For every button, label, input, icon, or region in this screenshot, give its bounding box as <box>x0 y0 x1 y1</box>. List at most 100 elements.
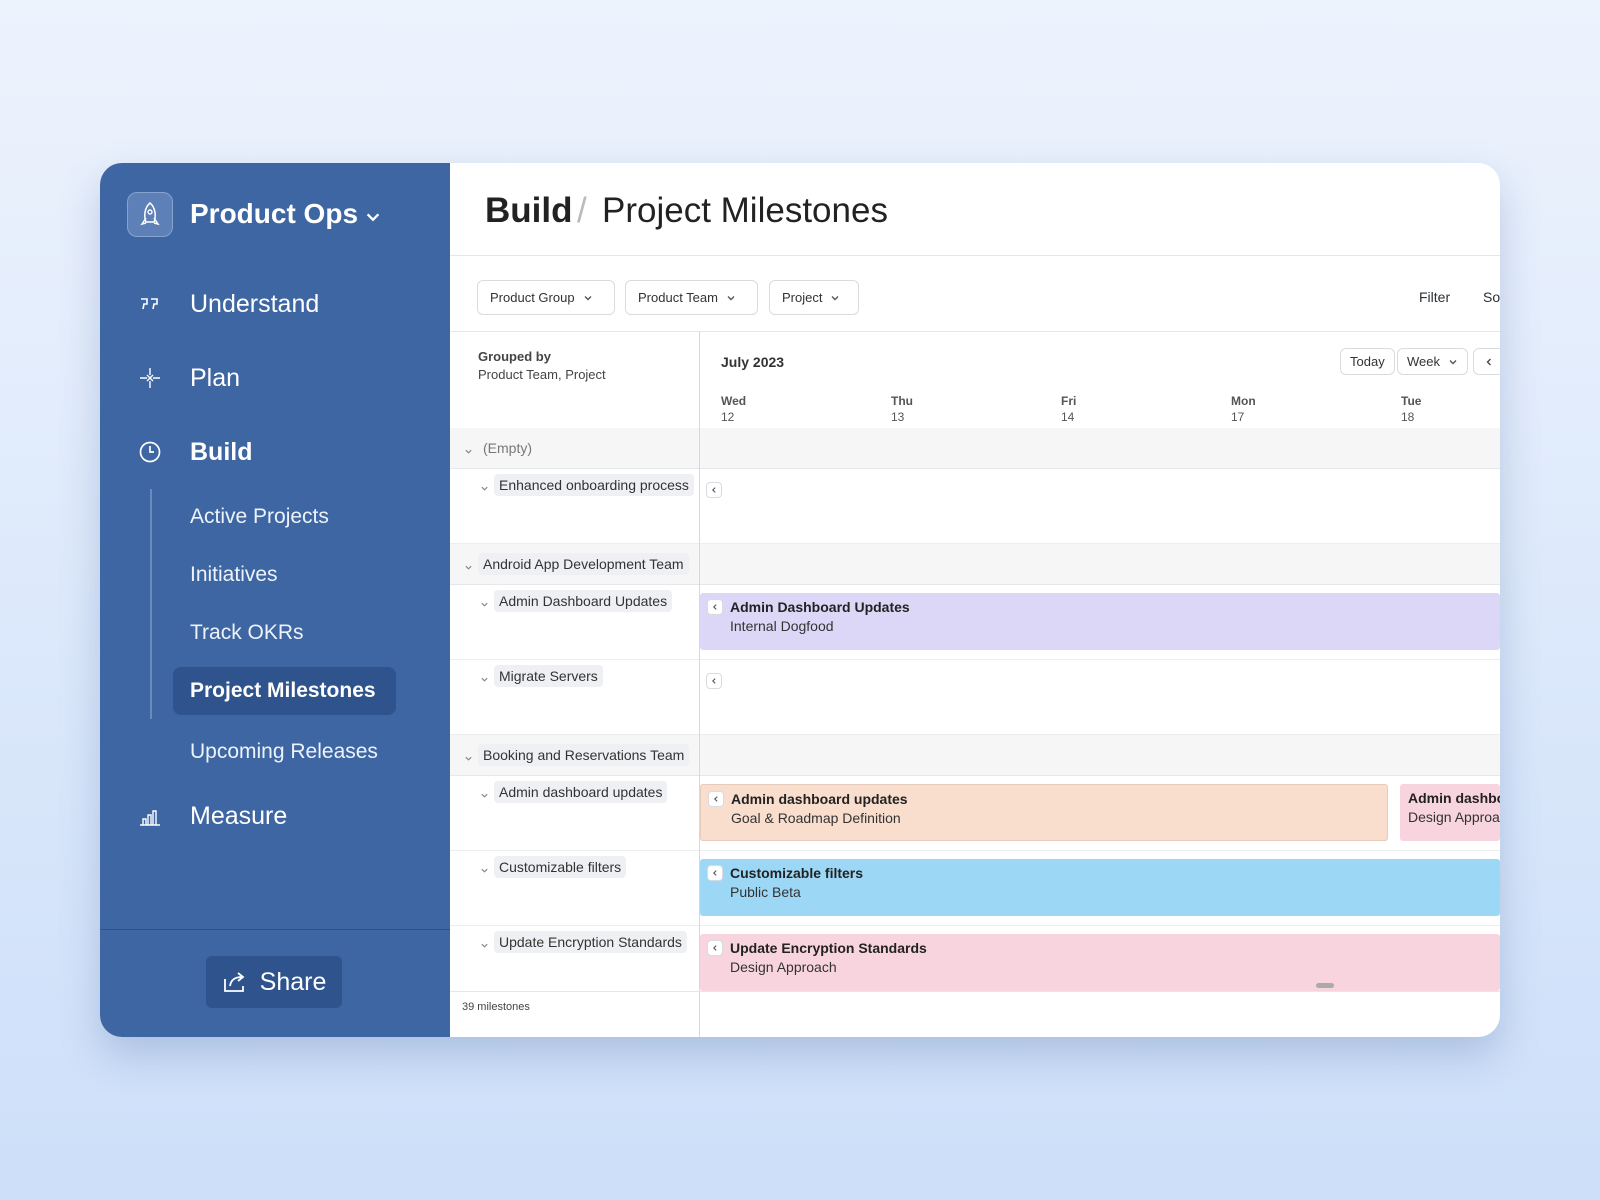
filter-dropdown[interactable]: Product Group <box>477 280 615 315</box>
milestone-title: Admin Dashboard Updates <box>730 599 910 615</box>
day-number: 18 <box>1401 410 1415 424</box>
scroll-handle <box>1316 983 1334 988</box>
nav-icon <box>137 365 163 391</box>
row <box>450 851 1500 926</box>
nav-icon <box>137 803 163 829</box>
row-name[interactable]: Enhanced onboarding process <box>494 474 694 496</box>
share-button[interactable]: Share <box>206 956 342 1008</box>
month-label: July 2023 <box>721 354 785 370</box>
timeline-body: (Empty) Enhanced onboarding process Androi… <box>450 428 1500 991</box>
day-weekday: Thu <box>891 394 913 408</box>
row-toggle[interactable] <box>480 862 489 873</box>
today-button[interactable]: Today <box>1340 348 1395 375</box>
footer-divider <box>450 991 1500 992</box>
nav-item[interactable]: Build <box>190 438 253 466</box>
day-number: 12 <box>721 410 735 424</box>
nav-icon <box>137 439 163 465</box>
main-panel: Build / Project Milestones Product Group Pro… <box>450 163 1500 1037</box>
breadcrumb-section[interactable]: Build <box>485 191 573 230</box>
nav-icon <box>137 291 163 317</box>
milestone-stage: Internal Dogfood <box>730 618 834 634</box>
filter-label: Product Team <box>638 290 718 305</box>
milestone-title: Admin dashboard updates <box>731 791 908 807</box>
day-number: 14 <box>1061 410 1075 424</box>
filter-label: Project <box>782 290 823 305</box>
row-name[interactable]: Customizable filters <box>494 856 627 878</box>
row-back-button[interactable] <box>706 482 722 498</box>
day-weekday: Tue <box>1401 394 1422 408</box>
row <box>450 585 1500 660</box>
milestone-bar[interactable]: Customizable filters Public Beta <box>700 859 1500 916</box>
milestone-bar[interactable]: Update Encryption Standards Design Approa… <box>700 934 1500 991</box>
row <box>450 469 1500 544</box>
left-pane-divider <box>699 331 700 1037</box>
row-toggle[interactable] <box>480 671 489 682</box>
milestone-bar[interactable]: Admin dashboard updates Goal & Roadmap De… <box>700 784 1388 841</box>
row-name[interactable]: Update Encryption Standards <box>494 931 687 953</box>
row-toggle[interactable] <box>480 787 489 798</box>
row-toggle[interactable] <box>480 480 489 491</box>
nav-subitem[interactable]: Initiatives <box>190 563 278 586</box>
page-title: Project Milestones <box>602 191 888 230</box>
row-back-button[interactable] <box>706 673 722 689</box>
group-toggle[interactable] <box>464 750 473 761</box>
nav-item[interactable]: Measure <box>190 802 288 830</box>
workspace-logo <box>127 192 173 237</box>
row-name[interactable]: Migrate Servers <box>494 665 603 687</box>
milestone-title: Update Encryption Standards <box>730 940 927 956</box>
bar-back-button[interactable] <box>707 940 723 956</box>
milestone-stage: Design Approach <box>730 959 837 975</box>
row-name[interactable]: Admin Dashboard Updates <box>494 590 673 612</box>
breadcrumb-separator: / <box>577 191 587 230</box>
filter-action[interactable]: Filter <box>1419 289 1451 305</box>
group-name: (Empty) <box>483 440 532 456</box>
nav-tree-line <box>150 489 152 719</box>
day-weekday: Wed <box>721 394 747 408</box>
share-label: Share <box>259 967 327 996</box>
prev-button[interactable] <box>1473 348 1500 375</box>
row-name[interactable]: Admin dashboard updates <box>494 781 668 803</box>
milestone-title: Admin dashboard updates <box>1408 790 1500 806</box>
group-name: Booking and Reservations Team <box>478 744 690 766</box>
app-window: Product Ops Understand Plan Build Active Pro… <box>100 163 1500 1037</box>
bar-back-button[interactable] <box>707 865 723 881</box>
group-row <box>450 428 1500 469</box>
nav-subitem[interactable]: Active Projects <box>190 505 329 528</box>
milestone-stage: Goal & Roadmap Definition <box>731 810 901 826</box>
week-dropdown[interactable]: Week <box>1397 348 1468 375</box>
nav-subitem[interactable]: Upcoming Releases <box>190 740 378 763</box>
day-weekday: Fri <box>1061 394 1077 408</box>
workspace-switcher[interactable]: Product Ops <box>190 198 382 230</box>
milestone-title: Customizable filters <box>730 865 864 881</box>
nav-subitem[interactable]: Track OKRs <box>190 621 304 644</box>
week-label: Week <box>1407 354 1440 369</box>
sort-action[interactable]: Sort <box>1483 289 1500 305</box>
group-toggle[interactable] <box>464 559 473 570</box>
bar-back-button[interactable] <box>707 599 723 615</box>
row-toggle[interactable] <box>480 937 489 948</box>
row <box>450 776 1500 851</box>
filter-dropdown[interactable]: Product Team <box>625 280 758 315</box>
bar-back-button[interactable] <box>708 791 724 807</box>
grouped-by-label: Grouped by <box>478 349 551 364</box>
row-toggle[interactable] <box>480 596 489 607</box>
workspace-name: Product Ops <box>190 198 359 229</box>
group-name: Android App Development Team <box>478 553 689 575</box>
milestone-bar[interactable]: Admin Dashboard Updates Internal Dogfood <box>700 593 1500 650</box>
milestone-stage: Design Approach <box>1408 809 1500 825</box>
milestone-count: 39 milestones <box>462 1001 530 1013</box>
milestone-stage: Public Beta <box>730 884 801 900</box>
nav-item[interactable]: Understand <box>190 290 320 318</box>
day-weekday: Mon <box>1231 394 1256 408</box>
header-divider <box>450 255 1500 256</box>
milestone-bar[interactable]: Admin dashboard updates Design Approach <box>1400 784 1500 841</box>
sidebar-divider <box>100 929 450 930</box>
filter-label: Product Group <box>490 290 575 305</box>
filter-dropdown[interactable]: Project <box>769 280 859 315</box>
nav-item[interactable]: Plan <box>190 364 241 392</box>
grouped-by-value: Product Team, Project <box>478 367 606 382</box>
nav-subitem[interactable]: Project Milestones <box>190 679 376 702</box>
group-toggle[interactable] <box>464 443 473 454</box>
sidebar: Product Ops Understand Plan Build Active Pro… <box>100 163 450 1037</box>
